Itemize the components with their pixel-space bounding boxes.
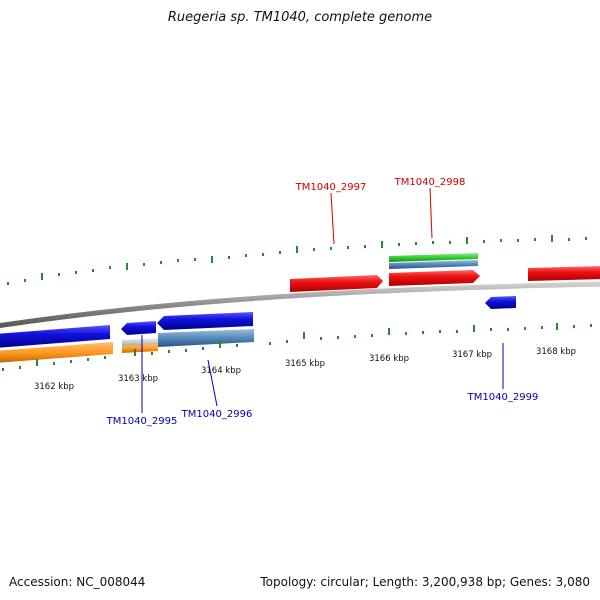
gene-label-tm1040-2998[interactable]: TM1040_2998 [394,177,466,188]
gene-feature-tm1040-2998[interactable] [389,270,480,286]
gene-feature-tm1040-2999[interactable] [485,296,516,309]
orange-feature-bar-left [0,342,113,363]
steel-feature-bar-upper [389,260,478,269]
leader-line-tm1040-2997 [330,192,335,245]
upper-tick-track [7,235,587,285]
gene-feature-next-forward[interactable] [528,266,600,281]
lower-tick-track [2,323,592,371]
gene-feature-left-reverse[interactable] [0,325,110,348]
gene-feature-tm1040-2996[interactable] [157,312,253,330]
gene-label-tm1040-2995[interactable]: TM1040_2995 [106,416,178,427]
leader-line-tm1040-2996 [207,359,218,407]
steel-feature-bar-lower [158,329,254,347]
gene-feature-tm1040-2995[interactable] [121,321,156,335]
gene-labels: TM1040_2997 TM1040_2998 TM1040_2995 TM10… [106,177,539,427]
position-label: 3168 kbp [536,347,576,357]
gene-label-tm1040-2999[interactable]: TM1040_2999 [467,392,539,403]
accession-text: Accession: NC_008044 [9,575,146,589]
genome-backbone [0,281,600,329]
gene-label-tm1040-2996[interactable]: TM1040_2996 [181,409,253,420]
gene-label-tm1040-2997[interactable]: TM1040_2997 [295,182,367,193]
genome-summary-text: Topology: circular; Length: 3,200,938 bp… [260,575,590,589]
label-leader-lines [141,187,504,413]
gene-feature-tm1040-2997[interactable] [290,275,383,292]
genome-title: Ruegeria sp. TM1040, complete genome [167,10,433,25]
position-label: 3163 kbp [118,374,158,384]
position-labels: 3162 kbp 3163 kbp 3164 kbp 3165 kbp 3166… [34,347,576,392]
position-label: 3164 kbp [201,366,241,376]
position-label: 3166 kbp [369,354,409,364]
green-feature-bar [389,253,478,262]
position-label: 3162 kbp [34,382,74,392]
position-label: 3165 kbp [285,359,325,369]
orange-feature-bar-small [122,344,158,353]
upper-annotation-bars [389,253,478,269]
position-label: 3167 kbp [452,350,492,360]
lower-annotation-bars [0,329,254,363]
forward-gene-features[interactable] [290,266,600,292]
leader-line-tm1040-2998 [429,187,433,239]
reverse-gene-features[interactable] [0,296,516,348]
